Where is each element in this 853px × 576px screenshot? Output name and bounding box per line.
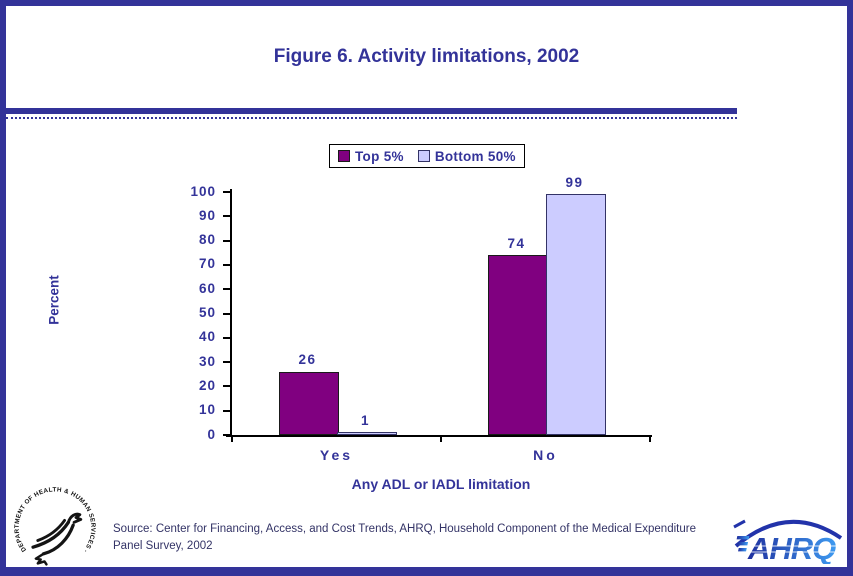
x-category-label-yes: Yes — [319, 447, 354, 463]
bar-value-label: 99 — [565, 174, 584, 190]
legend-item-bottom-50-: Bottom 50% — [417, 148, 516, 164]
legend-swatch-icon — [338, 150, 350, 162]
y-tick-label: 20 — [198, 377, 216, 393]
y-tick-mark — [223, 288, 230, 291]
svg-text:DEPARTMENT OF HEALTH & HUMAN S: DEPARTMENT OF HEALTH & HUMAN SERVICES · … — [12, 486, 96, 554]
y-tick-label: 100 — [190, 183, 216, 199]
y-tick-mark — [223, 312, 230, 315]
bar-bottom-50--yes — [336, 432, 397, 435]
bar-top-5--yes — [278, 371, 339, 435]
y-tick-mark — [223, 434, 230, 436]
y-tick-mark — [223, 361, 230, 364]
x-axis-title: Any ADL or IADL limitation — [351, 476, 531, 492]
hhs-department-seal-logo: DEPARTMENT OF HEALTH & HUMAN SERVICES · … — [12, 486, 96, 566]
source-text: Source: Center for Financing, Access, an… — [113, 523, 696, 553]
x-axis-line — [226, 435, 652, 437]
bar-bottom-50--no — [545, 194, 606, 435]
y-axis-line — [230, 189, 232, 437]
y-tick-label: 40 — [198, 329, 216, 345]
y-tick-mark — [223, 215, 230, 218]
y-tick-label: 80 — [198, 232, 216, 248]
x-tick-mark — [231, 435, 233, 442]
y-tick-mark — [223, 239, 230, 242]
title-divider-dots — [6, 117, 737, 119]
ahrq-logo: AHRQ — [733, 519, 843, 564]
x-category-label-no: No — [533, 447, 558, 463]
y-tick-mark — [223, 385, 230, 388]
y-tick-mark — [223, 191, 230, 193]
y-tick-label: 90 — [198, 207, 216, 223]
x-tick-mark — [649, 435, 651, 442]
y-tick-label: 50 — [198, 305, 216, 320]
page-title: Figure 6. Activity limitations, 2002 — [273, 46, 580, 67]
bar-top-5--no — [487, 255, 548, 435]
y-tick-label: 70 — [198, 256, 216, 272]
legend-item-top-5-: Top 5% — [338, 149, 404, 164]
y-tick-label: 60 — [198, 280, 216, 296]
y-tick-label: 10 — [198, 402, 216, 418]
y-tick-mark — [223, 263, 230, 266]
bar-value-label: 1 — [360, 413, 370, 429]
y-tick-label: 0 — [207, 426, 216, 442]
hhs-seal-ring-text: DEPARTMENT OF HEALTH & HUMAN SERVICES · … — [12, 486, 96, 554]
bar-value-label: 74 — [507, 235, 526, 251]
ahrq-swoosh-tip-icon — [733, 519, 746, 529]
legend-label: Bottom 50% — [434, 148, 516, 164]
bar-value-label: 26 — [298, 352, 317, 368]
legend-label: Top 5% — [355, 148, 404, 164]
eagle-icon — [31, 512, 83, 566]
title-divider-bar — [6, 108, 737, 114]
legend-swatch-icon — [417, 150, 430, 162]
y-tick-mark — [223, 336, 230, 339]
x-tick-mark — [440, 435, 442, 442]
y-axis-title: Percent — [46, 275, 62, 325]
y-tick-label: 30 — [198, 353, 216, 369]
ahrq-wordmark: AHRQ — [747, 531, 836, 564]
plot-area: Any ADL or IADL limitation 0 10 20 30 40 50 60… — [190, 176, 652, 492]
ahrq-speed-bars-icon — [736, 536, 750, 552]
chart-legend: Top 5% Bottom 50% — [329, 144, 525, 168]
y-tick-mark — [223, 409, 230, 412]
